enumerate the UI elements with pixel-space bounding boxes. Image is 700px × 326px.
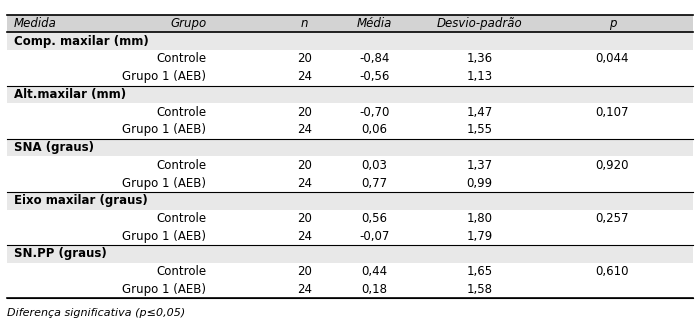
Bar	[7, 68, 693, 85]
Text: 24: 24	[297, 283, 312, 296]
Text: 20: 20	[297, 106, 312, 119]
Text: Grupo 1 (AEB): Grupo 1 (AEB)	[122, 177, 206, 190]
Text: 1,65: 1,65	[466, 265, 493, 278]
Text: 24: 24	[297, 123, 312, 136]
Bar	[7, 192, 693, 210]
Bar	[7, 85, 693, 103]
Text: 1,55: 1,55	[466, 123, 493, 136]
Text: 1,36: 1,36	[466, 52, 493, 66]
Text: 1,79: 1,79	[466, 230, 493, 243]
Bar	[7, 210, 693, 227]
Text: Diferença significativa (p≤0,05): Diferença significativa (p≤0,05)	[7, 308, 186, 318]
Text: 0,03: 0,03	[362, 159, 387, 172]
Text: 0,610: 0,610	[596, 265, 629, 278]
Text: 0,18: 0,18	[361, 283, 388, 296]
Text: Grupo: Grupo	[170, 17, 206, 30]
Text: 20: 20	[297, 52, 312, 66]
Text: 0,257: 0,257	[596, 212, 629, 225]
Bar	[7, 121, 693, 139]
Text: 1,80: 1,80	[466, 212, 493, 225]
Text: -0,70: -0,70	[359, 106, 390, 119]
Text: 20: 20	[297, 265, 312, 278]
Text: SN.PP (graus): SN.PP (graus)	[14, 247, 106, 260]
Text: 1,47: 1,47	[466, 106, 493, 119]
Text: Grupo 1 (AEB): Grupo 1 (AEB)	[122, 230, 206, 243]
Text: Grupo 1 (AEB): Grupo 1 (AEB)	[122, 283, 206, 296]
Text: 24: 24	[297, 70, 312, 83]
Text: p: p	[609, 17, 616, 30]
Text: -0,07: -0,07	[359, 230, 390, 243]
Text: Controle: Controle	[156, 265, 206, 278]
Text: -0,84: -0,84	[359, 52, 390, 66]
Text: 24: 24	[297, 230, 312, 243]
Bar	[7, 139, 693, 156]
Text: 1,13: 1,13	[466, 70, 493, 83]
Text: Grupo 1 (AEB): Grupo 1 (AEB)	[122, 123, 206, 136]
Bar	[7, 245, 693, 263]
Bar	[7, 103, 693, 121]
Text: 0,920: 0,920	[596, 159, 629, 172]
Text: 0,107: 0,107	[596, 106, 629, 119]
Text: Eixo maxilar (graus): Eixo maxilar (graus)	[14, 194, 148, 207]
Text: Média: Média	[357, 17, 392, 30]
Text: 20: 20	[297, 159, 312, 172]
Bar	[7, 32, 693, 50]
Text: Controle: Controle	[156, 52, 206, 66]
Text: 0,77: 0,77	[361, 177, 388, 190]
Text: 0,06: 0,06	[361, 123, 388, 136]
Bar	[7, 174, 693, 192]
Text: 1,37: 1,37	[466, 159, 493, 172]
Text: 1,58: 1,58	[466, 283, 493, 296]
Text: Controle: Controle	[156, 106, 206, 119]
Bar	[7, 156, 693, 174]
Text: 0,044: 0,044	[596, 52, 629, 66]
Text: 20: 20	[297, 212, 312, 225]
Bar	[7, 281, 693, 298]
Bar	[7, 263, 693, 281]
Text: Desvio-padrão: Desvio-padrão	[437, 17, 522, 30]
Text: 0,99: 0,99	[466, 177, 493, 190]
Text: 0,56: 0,56	[361, 212, 388, 225]
Text: Controle: Controle	[156, 212, 206, 225]
Bar	[7, 15, 693, 32]
Text: Medida: Medida	[14, 17, 57, 30]
Text: 0,44: 0,44	[361, 265, 388, 278]
Text: Grupo 1 (AEB): Grupo 1 (AEB)	[122, 70, 206, 83]
Text: SNA (graus): SNA (graus)	[14, 141, 94, 154]
Text: Comp. maxilar (mm): Comp. maxilar (mm)	[14, 35, 148, 48]
Text: -0,56: -0,56	[359, 70, 390, 83]
Bar	[7, 227, 693, 245]
Text: Controle: Controle	[156, 159, 206, 172]
Text: Alt.maxilar (mm): Alt.maxilar (mm)	[14, 88, 126, 101]
Text: n: n	[301, 17, 308, 30]
Text: 24: 24	[297, 177, 312, 190]
Bar	[7, 50, 693, 68]
